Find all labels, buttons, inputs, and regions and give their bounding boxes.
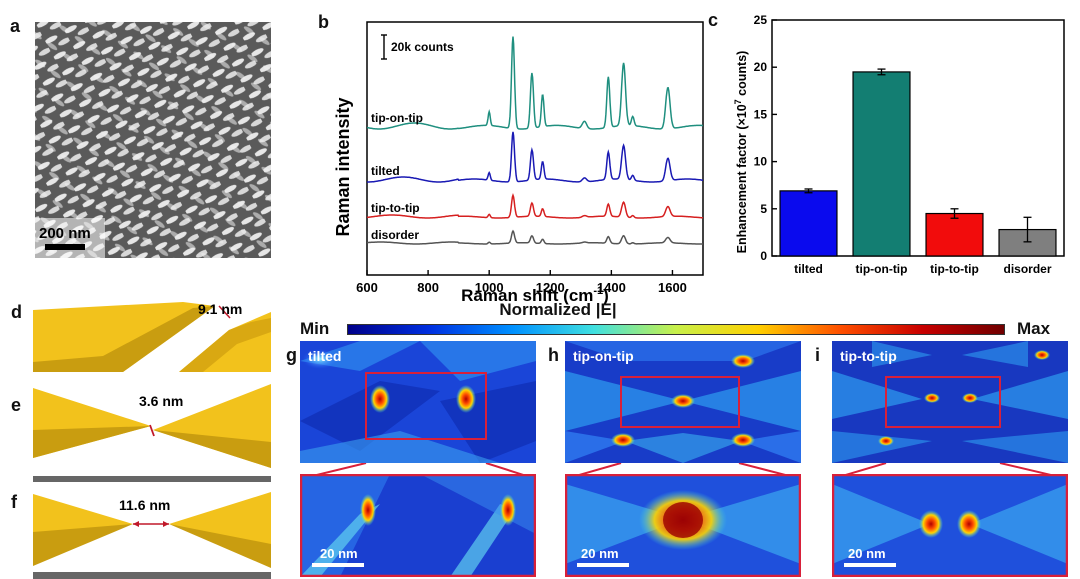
raman-tick-label: 1000: [475, 280, 504, 295]
sim-label-g: tilted: [308, 348, 341, 364]
gap-model-tip-on-tip: 3.6 nm: [33, 384, 271, 482]
spectrum-tip-to-tip: [366, 192, 704, 219]
panel-label-c: c: [708, 10, 719, 30]
bar-y-tick-label: 5: [760, 202, 767, 216]
panel-label-g: g: [286, 345, 297, 365]
raman-x-ticks: [366, 270, 674, 275]
raman-tick-label: 1200: [536, 280, 565, 295]
colorbar-max-label: Max: [1017, 319, 1051, 338]
panel-label-b: b: [318, 12, 329, 32]
panel-label-f: f: [11, 492, 17, 512]
gap-label-e: 3.6 nm: [139, 393, 183, 409]
bar-x-label: tip-on-tip: [856, 262, 908, 276]
spectrum-tilted: [367, 131, 703, 183]
bar-y-tick-label: 0: [760, 249, 767, 263]
bar-y-tick-label: 25: [754, 13, 768, 27]
raman-chart: Raman intensity 600 800 1000 1200 1400 1600 R…: [333, 21, 704, 305]
panel-label-a: a: [10, 16, 21, 36]
bar-axes-frame: [771, 19, 1065, 257]
sim-label-h: tip-on-tip: [573, 348, 634, 364]
series-label-disorder: disorder: [371, 228, 419, 242]
bar-x-label: tip-to-tip: [930, 262, 979, 276]
bar-tip-to-tip: [925, 212, 984, 257]
series-label-tilted: tilted: [371, 164, 400, 178]
bar-y-tick-label: 20: [754, 60, 768, 74]
sem-scale-bar: [45, 244, 85, 250]
bar-ylabel: Enhancement factor (×107 counts): [733, 51, 749, 254]
sim-scale-g: 20 nm: [320, 546, 358, 561]
panel-label-d: d: [11, 302, 22, 322]
raman-tick-label: 1400: [597, 280, 626, 295]
panel-label-e: e: [11, 395, 22, 415]
gap-label-f: 11.6 nm: [119, 497, 170, 513]
series-label-tip-on-tip: tip-on-tip: [371, 111, 423, 125]
sim-scale-i: 20 nm: [848, 546, 886, 561]
field-map-tilted: tilted: [300, 341, 536, 463]
field-map-tip-on-tip: tip-on-tip: [565, 341, 801, 463]
raman-scale-label: 20k counts: [391, 40, 454, 54]
field-map-tip-to-tip: tip-to-tip: [832, 341, 1068, 463]
bar-tilted: [779, 190, 838, 257]
field-zoom-tilted: 20 nm: [300, 474, 536, 577]
sem-image: 200 nm: [35, 22, 271, 258]
raman-tick-label: 1600: [658, 280, 687, 295]
gap-model-tilted: 9.1 nm: [33, 301, 271, 372]
sim-scale-h: 20 nm: [581, 546, 619, 561]
panel-label-i: i: [815, 345, 821, 365]
field-zoom-tip-to-tip: 20 nm: [832, 474, 1068, 577]
bar-y-tick-label: 15: [754, 107, 768, 121]
colorbar: [347, 324, 1005, 335]
raman-tick-label: 600: [356, 280, 378, 295]
panel-label-h: h: [548, 345, 559, 365]
colorbar-min-label: Min: [300, 319, 330, 338]
bar-x-label: tilted: [794, 262, 823, 276]
bar-y-tick-label: 10: [754, 155, 768, 169]
sem-scale-label: 200 nm: [39, 225, 91, 242]
raman-scale-bar: [381, 34, 387, 60]
series-label-tip-to-tip: tip-to-tip: [371, 201, 420, 215]
raman-xlabel: Raman shift (cm-1): [461, 285, 609, 305]
spectrum-tip-on-tip: [366, 36, 703, 130]
raman-ylabel: Raman intensity: [333, 97, 353, 236]
bar-x-label: disorder: [1003, 262, 1051, 276]
bar-tip-on-tip: [852, 71, 911, 257]
colorbar-title: Normalized |E|: [499, 300, 617, 319]
raman-axes-frame: [366, 21, 704, 276]
raman-tick-label: 800: [417, 280, 439, 295]
sim-label-i: tip-to-tip: [840, 348, 897, 364]
gap-label-d: 9.1 nm: [198, 301, 242, 317]
gap-model-tip-to-tip: 11.6 nm: [33, 492, 271, 579]
spectrum-disorder: [367, 229, 703, 245]
enhancement-bar-chart: Enhancement factor (×107 counts) 0 5 10 15 2…: [733, 13, 1065, 276]
field-zoom-tip-on-tip: 20 nm: [565, 474, 801, 577]
